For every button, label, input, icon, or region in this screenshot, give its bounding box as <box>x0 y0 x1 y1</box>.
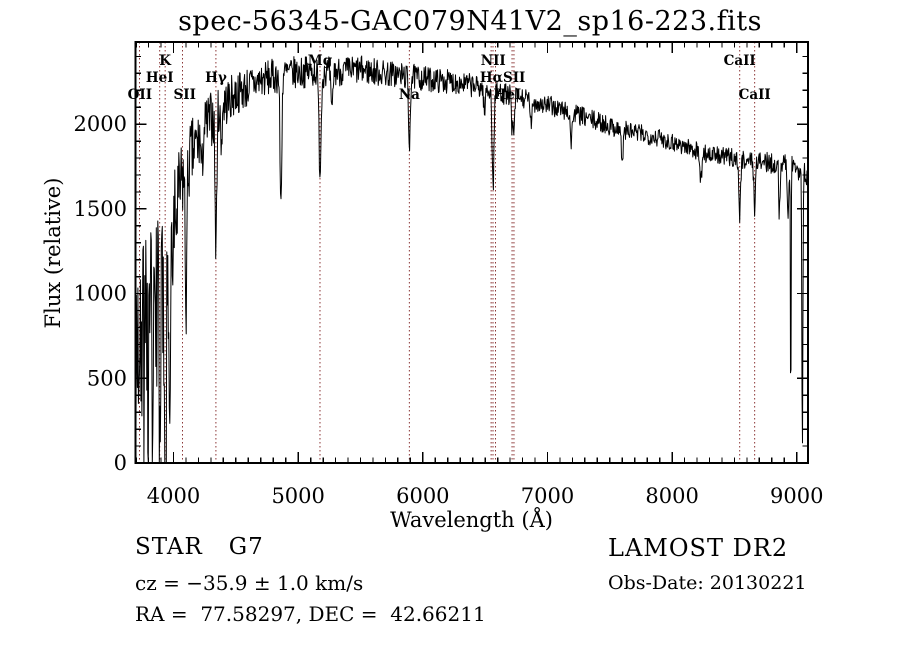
line-label: CaII <box>739 87 771 103</box>
y-tick-label: 500 <box>87 366 127 390</box>
line-label: Hγ <box>205 70 227 86</box>
y-tick-label: 2000 <box>74 112 127 136</box>
plot-frame <box>134 41 809 464</box>
line-label: NII <box>481 53 506 69</box>
footer-radec: RA = 77.58297, DEC = 42.66211 <box>135 602 486 626</box>
x-axis-label: Wavelength (Å) <box>390 508 553 532</box>
line-label: Na <box>399 87 420 103</box>
footer-cz: cz = −35.9 ± 1.0 km/s <box>135 571 364 595</box>
line-label: K <box>159 53 172 69</box>
line-label: HeI <box>146 70 174 86</box>
object-subclass: G7 <box>228 534 264 560</box>
footer-classification: STAR G7 <box>135 534 264 560</box>
x-tick-label: 6000 <box>396 484 449 508</box>
x-tick-label: 9000 <box>770 484 823 508</box>
object-class: STAR <box>135 534 203 560</box>
x-tick-label: 5000 <box>271 484 324 508</box>
x-tick-label: 7000 <box>521 484 574 508</box>
y-tick-label: 0 <box>114 451 127 475</box>
line-label: CaII <box>724 53 756 69</box>
footer-obs-date: Obs-Date: 20130221 <box>608 572 807 594</box>
x-tick-label: 8000 <box>645 484 698 508</box>
page-title: spec-56345-GAC079N41V2_sp16-223.fits <box>178 6 762 37</box>
line-label: OII <box>128 87 152 103</box>
footer-survey: LAMOST DR2 <box>608 534 789 562</box>
y-tick-label: 1000 <box>74 282 127 306</box>
y-axis-label: Flux (relative) <box>41 177 65 329</box>
line-label: SII <box>174 87 196 103</box>
y-tick-label: 1500 <box>74 197 127 221</box>
line-label: HαSII <box>480 70 526 86</box>
spectrum-line <box>135 55 808 463</box>
x-tick-label: 4000 <box>147 484 200 508</box>
